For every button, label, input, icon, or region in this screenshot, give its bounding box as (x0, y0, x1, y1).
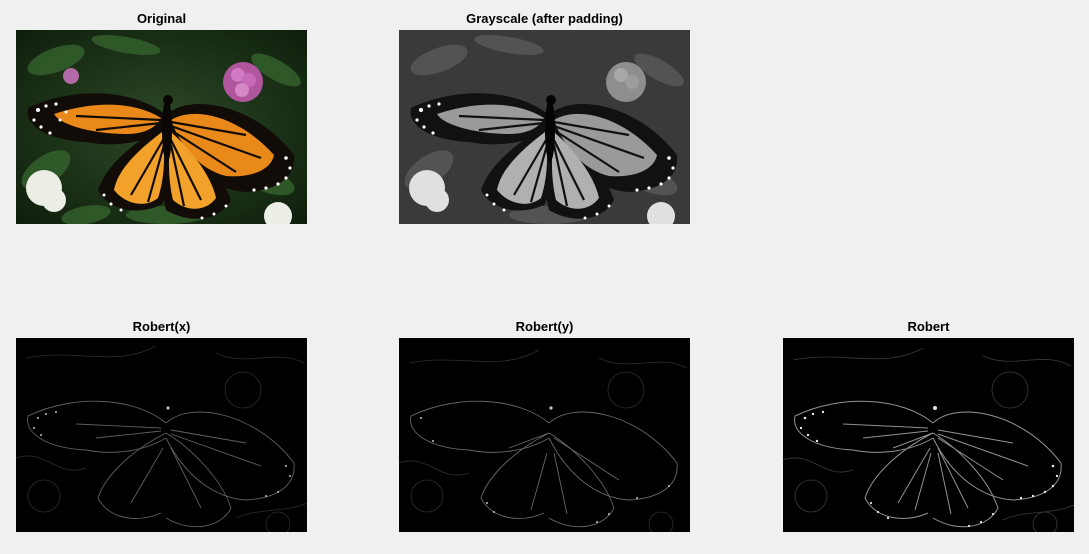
image-robert-y[interactable] (399, 338, 690, 532)
panel-title-robert-y: Robert(y) (515, 319, 574, 334)
panel-title-original: Original (136, 11, 187, 26)
butterfly-color-image (16, 30, 307, 224)
image-robert-x[interactable] (16, 338, 307, 532)
panel-title-robert-x: Robert(x) (132, 319, 191, 334)
butterfly-grayscale-image (399, 30, 690, 224)
image-grayscale[interactable] (399, 30, 690, 224)
panel-title-grayscale: Grayscale (after padding) (466, 11, 623, 26)
edge-map-robert (783, 338, 1074, 532)
edge-map-robert-x (16, 338, 307, 532)
edge-map-robert-y (399, 338, 690, 532)
image-robert[interactable] (783, 338, 1074, 532)
image-original[interactable] (16, 30, 307, 224)
panel-title-robert: Robert (907, 319, 950, 334)
